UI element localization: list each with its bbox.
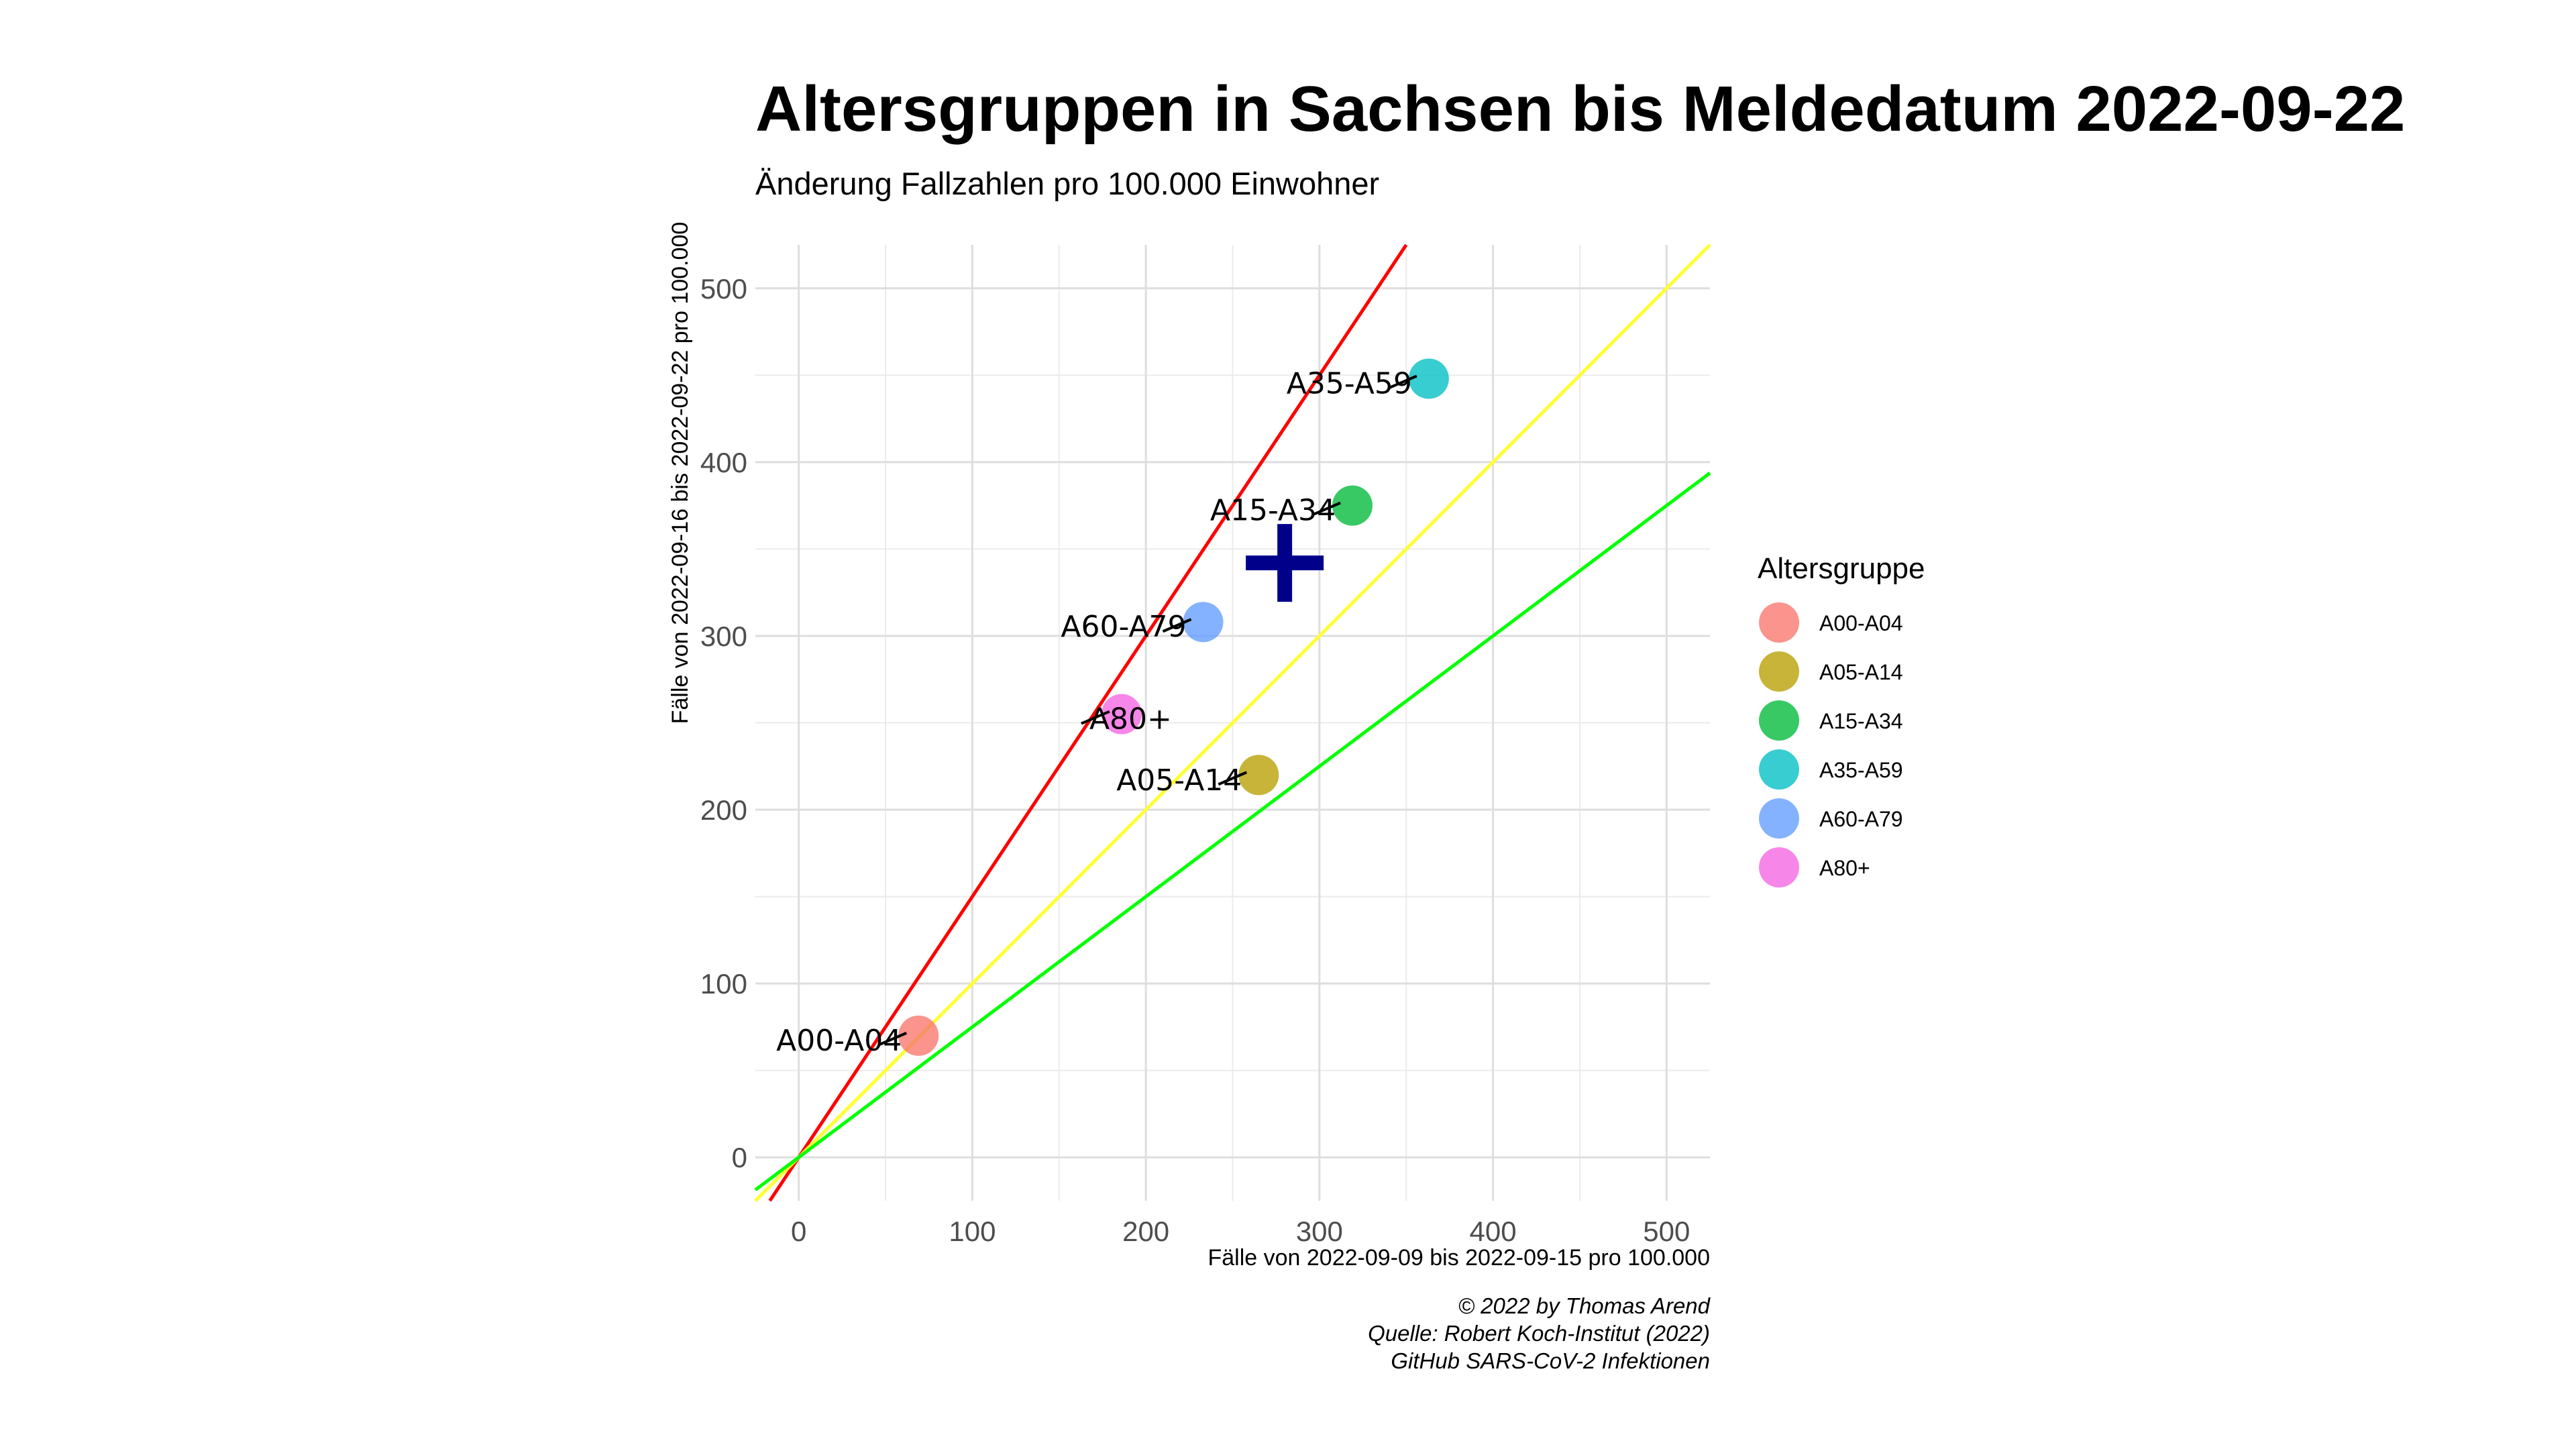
data-point: [1101, 694, 1142, 735]
caption-line-2: Quelle: Robert Koch-Institut (2022): [1368, 1321, 1710, 1346]
y-axis-title: Fälle von 2022-09-16 bis 2022-09-22 pro …: [667, 222, 693, 724]
data-point: [1408, 358, 1449, 399]
caption-line-3: GitHub SARS-CoV-2 Infektionen: [1391, 1348, 1710, 1373]
x-axis-ticks: 0 100 200 300 400 500: [791, 1216, 1690, 1247]
point-label: A15-A34: [1210, 494, 1336, 528]
point-label: A60-A79: [1061, 610, 1186, 644]
legend-key: [1759, 749, 1799, 790]
y-tick-label: 400: [700, 447, 747, 478]
overall-marker: [1246, 524, 1324, 602]
x-tick-label: 100: [949, 1216, 996, 1247]
x-tick-label: 300: [1296, 1216, 1343, 1247]
point-label: A80+: [1089, 702, 1172, 737]
legend-title: Altersgruppe: [1758, 552, 1925, 585]
legend-label: A00-A04: [1819, 611, 1903, 635]
legend-key: [1759, 847, 1799, 888]
reference-line: [768, 244, 1408, 1202]
legend-key: [1759, 700, 1799, 741]
point-label: A05-A14: [1116, 763, 1242, 798]
data-point: [1332, 485, 1373, 526]
chart-title: Altersgruppen in Sachsen bis Meldedatum …: [755, 73, 2405, 145]
legend-key: [1759, 798, 1799, 839]
legend-label: A05-A14: [1819, 660, 1903, 684]
grid: [755, 245, 1710, 1201]
y-tick-label: 500: [700, 273, 747, 305]
legend-key: [1759, 602, 1799, 643]
data-point: [1183, 602, 1224, 643]
legend-label: A60-A79: [1819, 807, 1903, 831]
legend: A00-A04 A05-A14 A15-A34 A35-A59 A60-A79 A80+: [1759, 602, 1903, 888]
point-label: A00-A04: [776, 1024, 902, 1058]
y-tick-label: 300: [700, 621, 747, 652]
y-tick-label: 100: [700, 968, 747, 1000]
legend-label: A15-A34: [1819, 709, 1903, 733]
x-axis-title: Fälle von 2022-09-09 bis 2022-09-15 pro …: [1208, 1245, 1710, 1271]
legend-key: [1759, 651, 1799, 692]
chart-subtitle: Änderung Fallzahlen pro 100.000 Einwohne…: [755, 166, 1379, 201]
legend-label: A35-A59: [1819, 758, 1903, 782]
y-axis-ticks: 0 100 200 300 400 500: [700, 273, 747, 1173]
point-label-connector: [1162, 618, 1192, 633]
caption-line-1: © 2022 by Thomas Arend: [1458, 1293, 1711, 1318]
caption: © 2022 by Thomas Arend Quelle: Robert Ko…: [1368, 1293, 1711, 1373]
x-tick-label: 500: [1643, 1216, 1690, 1247]
y-tick-label: 200: [700, 794, 747, 826]
point-label-connector: [1081, 710, 1110, 725]
legend-label: A80+: [1819, 856, 1870, 880]
point-label: A35-A59: [1287, 367, 1412, 401]
point-label-connector: [1218, 771, 1248, 786]
x-tick-label: 400: [1470, 1216, 1517, 1247]
data-points: A00-A04 A05-A14 A15-A34 A35-A59 A60-A79 A80+: [776, 358, 1449, 1058]
y-tick-label: 0: [732, 1142, 747, 1173]
x-tick-label: 200: [1122, 1216, 1169, 1247]
point-label-connector: [877, 1032, 907, 1046]
reference-line: [754, 472, 1711, 1191]
data-point: [898, 1015, 939, 1056]
data-point: [1238, 755, 1279, 796]
x-tick-label: 0: [791, 1216, 806, 1247]
point-label-connector: [1388, 374, 1417, 390]
point-label-connector: [1311, 501, 1341, 517]
